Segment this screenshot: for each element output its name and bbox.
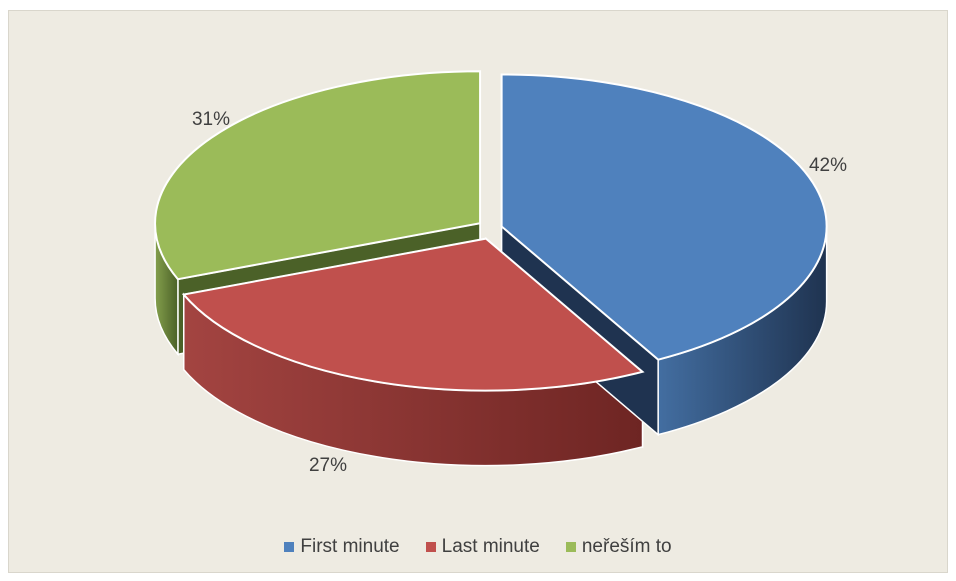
legend-swatch-neresim-to <box>566 542 576 552</box>
legend-item-first-minute: First minute <box>284 536 399 558</box>
legend-label-neresim-to: neřeším to <box>582 536 672 558</box>
legend-swatch-first-minute <box>284 542 294 552</box>
legend-label-last-minute: Last minute <box>442 536 540 558</box>
legend-swatch-last-minute <box>426 542 436 552</box>
legend-label-first-minute: First minute <box>300 536 399 558</box>
legend: First minute Last minute neřeším to <box>0 536 956 558</box>
legend-item-neresim-to: neřeším to <box>566 536 672 558</box>
data-label-neresim-to: 31% <box>192 109 230 130</box>
legend-item-last-minute: Last minute <box>426 536 540 558</box>
data-label-last-minute: 27% <box>309 455 347 476</box>
data-label-first-minute: 42% <box>809 155 847 176</box>
